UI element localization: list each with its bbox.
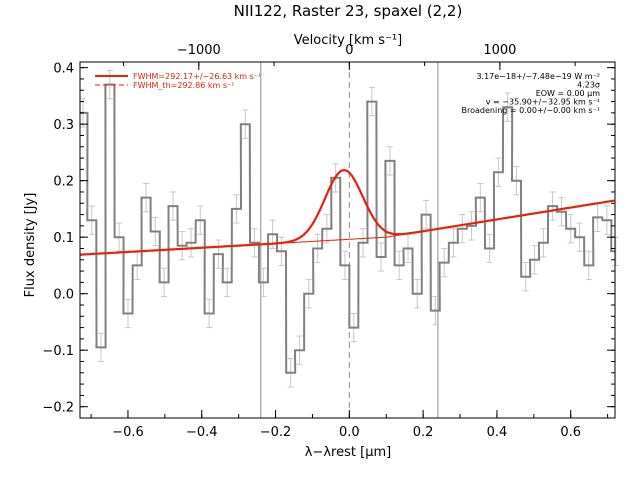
spectrum-histogram	[80, 83, 615, 374]
x-axis-ticks: −0.6 −0.4 −0.2 0.0 0.2 0.4 0.6	[90, 410, 609, 440]
y-axis-label: Flux density [Jy]	[23, 193, 38, 298]
x-axis-label: λ−λrest [μm]	[305, 445, 391, 460]
annotation-1: 4.23σ	[577, 81, 600, 90]
annotation-3: v = −35.90+/−32.95 km s⁻¹	[486, 98, 600, 107]
y-tick-label-5: 0.3	[53, 118, 74, 133]
x-tick-label-1: −0.4	[186, 425, 218, 440]
y-axis-ticks: −0.2 −0.1 0.0 0.1 0.2 0.3 0.4	[42, 62, 615, 416]
legend: FWHM=292.17+/−26.63 km s⁻¹FWHM_th=292.86…	[95, 72, 261, 90]
annotation-4: Broadening = 0.00+/−0.00 km s⁻¹	[462, 106, 600, 115]
x-tick-label-5: 0.4	[487, 425, 508, 440]
y-tick-label-4: 0.2	[53, 175, 74, 190]
annotation-2: EOW = 0.00 μm	[536, 89, 600, 98]
top-axis-label: Velocity [km s⁻¹]	[294, 33, 402, 48]
spectrum-line	[80, 83, 615, 374]
y-tick-label-0: −0.2	[42, 401, 74, 416]
chart-title: NII122, Raster 23, spaxel (2,2)	[234, 2, 463, 20]
top-tick-label-0: −1000	[177, 43, 221, 58]
fit-curves	[79, 168, 615, 256]
top-tick-label-1: 0	[345, 43, 353, 58]
legend-label-0: FWHM=292.17+/−26.63 km s⁻¹	[133, 72, 261, 81]
y-tick-label-6: 0.4	[53, 62, 74, 77]
x-tick-label-6: 0.6	[560, 425, 581, 440]
y-tick-label-2: 0.0	[53, 288, 74, 303]
vertical-markers	[260, 62, 439, 418]
legend-label-1: FWHM_th=292.86 km s⁻¹	[133, 81, 234, 90]
y-tick-label-3: 0.1	[53, 231, 74, 246]
plot-frame	[79, 61, 616, 419]
x-tick-label-0: −0.6	[112, 425, 144, 440]
top-tick-label-2: 1000	[483, 43, 516, 58]
x-tick-label-4: 0.2	[413, 425, 434, 440]
top-axis-ticks: −1000 0 1000	[123, 43, 576, 70]
y-tick-label-1: −0.1	[42, 344, 74, 359]
annotation-0: 3.17e−18+/−7.48e−19 W m⁻²	[476, 72, 600, 81]
x-tick-label-3: 0.0	[339, 425, 360, 440]
x-tick-label-2: −0.2	[260, 425, 292, 440]
gaussian-fit-line	[79, 168, 615, 256]
